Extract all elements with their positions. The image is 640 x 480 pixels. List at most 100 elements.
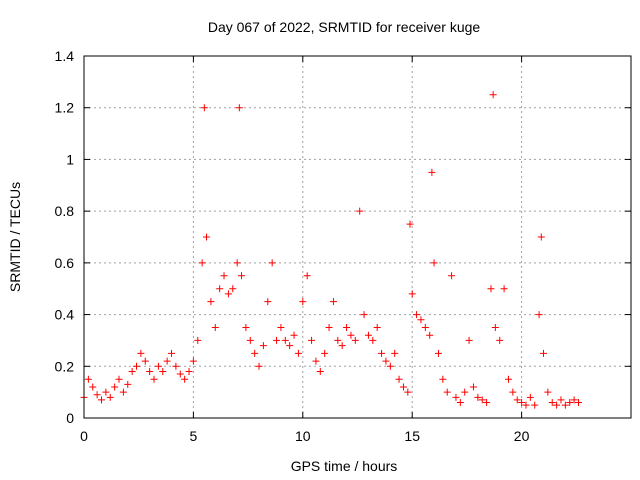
data-point <box>224 290 232 298</box>
data-point <box>395 375 403 383</box>
data-point <box>102 388 110 396</box>
data-point <box>229 285 237 293</box>
data-point <box>478 396 486 404</box>
data-point <box>421 324 429 331</box>
data-point <box>84 375 92 383</box>
data-point <box>89 383 97 391</box>
data-point <box>474 393 482 401</box>
data-points <box>80 91 582 409</box>
data-point <box>172 362 180 370</box>
data-point <box>509 388 517 396</box>
data-point <box>98 396 106 404</box>
data-point <box>286 342 294 350</box>
data-point <box>347 331 355 339</box>
data-point <box>273 336 281 344</box>
data-point <box>504 375 512 383</box>
data-point <box>203 233 211 241</box>
data-point <box>417 316 425 324</box>
data-point <box>111 383 119 391</box>
data-point <box>391 349 399 357</box>
data-point <box>469 383 477 391</box>
data-point <box>185 367 193 375</box>
data-point <box>356 207 364 215</box>
data-point <box>548 398 556 406</box>
data-point <box>561 401 569 409</box>
data-point <box>154 362 162 370</box>
data-point <box>360 311 368 319</box>
data-point <box>115 375 123 383</box>
data-point <box>570 396 578 404</box>
data-point <box>496 336 504 344</box>
x-tick-label: 20 <box>514 428 530 444</box>
data-point <box>513 396 521 404</box>
data-point <box>553 401 561 409</box>
y-tick-label: 0.6 <box>55 255 75 271</box>
data-point <box>426 331 434 339</box>
data-point <box>168 349 176 357</box>
data-point <box>439 375 447 383</box>
y-tick-label: 0.8 <box>55 203 75 219</box>
series-srmtid <box>80 91 582 409</box>
data-point <box>491 324 499 331</box>
data-point <box>303 272 311 280</box>
data-point <box>343 324 351 331</box>
x-tick-label: 10 <box>295 428 311 444</box>
data-point <box>413 311 421 319</box>
data-point <box>448 272 456 280</box>
data-point <box>408 290 416 298</box>
data-point <box>537 233 545 241</box>
x-tick-label: 15 <box>404 428 420 444</box>
data-point <box>489 91 497 99</box>
data-point <box>531 401 539 409</box>
data-point <box>268 259 276 267</box>
y-axis-label: SRMTID / TECUs <box>7 182 23 292</box>
data-point <box>338 342 346 350</box>
data-point <box>382 357 390 365</box>
tick-layer: 0 0.2 0.4 0.6 0.8 1 1.2 1.4 0 5 10 15 20 <box>55 48 631 444</box>
data-point <box>386 362 394 370</box>
data-point <box>443 388 451 396</box>
data-point <box>163 357 171 365</box>
data-point <box>321 349 329 357</box>
data-point <box>544 388 552 396</box>
y-tick-label: 0 <box>66 410 74 426</box>
data-point <box>399 383 407 391</box>
data-point <box>483 398 491 406</box>
x-tick-label: 5 <box>190 428 198 444</box>
data-point <box>220 272 228 280</box>
data-point <box>312 357 320 365</box>
data-point <box>242 324 250 331</box>
x-tick-label: 0 <box>80 428 88 444</box>
data-point <box>574 398 582 406</box>
plot-frame <box>83 55 632 419</box>
data-point <box>294 349 302 357</box>
data-point <box>316 367 324 375</box>
data-point <box>189 357 197 365</box>
data-point <box>308 336 316 344</box>
data-point <box>141 357 149 365</box>
y-tick-label: 1 <box>66 151 74 167</box>
data-point <box>434 349 442 357</box>
data-point <box>456 398 464 406</box>
data-point <box>566 398 574 406</box>
data-point <box>124 380 132 388</box>
data-point <box>406 220 414 228</box>
data-point <box>378 349 386 357</box>
data-point <box>334 336 342 344</box>
data-point <box>487 285 495 293</box>
data-point <box>119 388 127 396</box>
data-point <box>207 298 215 306</box>
data-point <box>159 367 167 375</box>
data-point <box>500 285 508 293</box>
data-point <box>176 370 184 378</box>
data-point <box>150 375 158 383</box>
data-point <box>216 285 224 293</box>
data-point <box>428 168 436 176</box>
data-point <box>329 298 337 306</box>
data-point <box>93 391 101 399</box>
grid-layer <box>84 56 631 418</box>
data-point <box>557 396 565 404</box>
data-point <box>235 104 243 112</box>
data-point <box>373 324 381 331</box>
